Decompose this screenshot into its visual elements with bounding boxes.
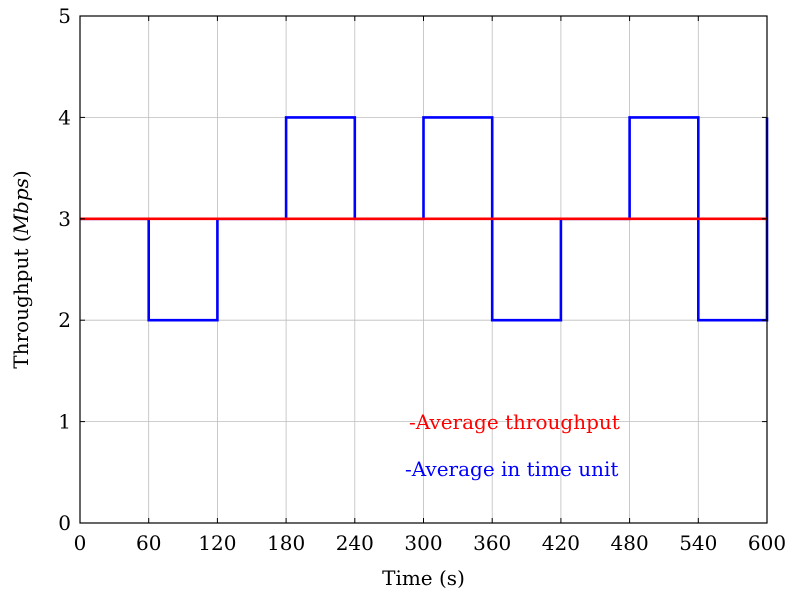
axis-ticks: 0 60 120 180 240 300 360 420 480 540 600 0 1 2 3 4 5 xyxy=(58,4,786,555)
y-axis-label: Throughput (Mbps) xyxy=(9,170,33,368)
x-tick-label: 0 xyxy=(74,531,87,555)
legend-entry-average-throughput: -Average throughput xyxy=(409,410,620,434)
series-line-average-in-time-unit xyxy=(80,116,769,322)
y-axis-label-suffix: ) xyxy=(9,170,33,178)
x-tick-label: 300 xyxy=(404,531,442,555)
grid xyxy=(79,15,768,524)
x-tick-label: 360 xyxy=(473,531,511,555)
y-axis-label-unit: Mbps xyxy=(9,178,33,235)
x-axis-label: Time (s) xyxy=(382,566,465,590)
x-tick-label: 240 xyxy=(336,531,374,555)
x-tick-label: 480 xyxy=(611,531,649,555)
x-tick-label: 60 xyxy=(136,531,161,555)
y-tick-label: 5 xyxy=(58,4,71,28)
legend: -Average throughput -Average in time uni… xyxy=(405,410,620,481)
x-tick-label: 540 xyxy=(679,531,717,555)
x-tick-label: 600 xyxy=(748,531,786,555)
y-tick-label: 0 xyxy=(58,511,71,535)
y-axis-label-prefix: Throughput ( xyxy=(9,234,33,368)
series-layer xyxy=(80,116,769,322)
y-tick-label: 4 xyxy=(58,105,71,129)
y-tick-label: 1 xyxy=(58,410,71,434)
x-tick-label: 180 xyxy=(267,531,305,555)
y-tick-label: 2 xyxy=(58,308,71,332)
legend-entry-average-in-time-unit: -Average in time unit xyxy=(405,457,618,481)
y-tick-label: 3 xyxy=(58,207,71,231)
x-tick-label: 120 xyxy=(198,531,236,555)
x-tick-label: 420 xyxy=(542,531,580,555)
